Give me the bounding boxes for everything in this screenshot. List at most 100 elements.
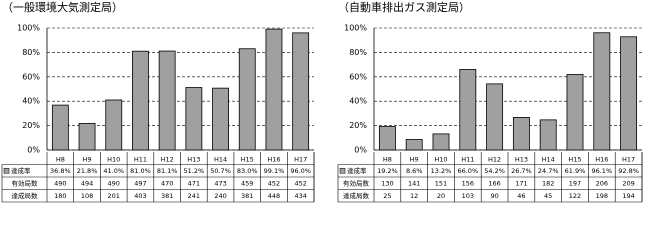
bar — [459, 69, 477, 151]
bar — [432, 133, 450, 151]
value-label: 51.2% — [184, 167, 205, 175]
x-tick-label: H8 — [383, 155, 392, 163]
chart-title: （一般環境大気測定局） — [2, 0, 123, 14]
value-label: 96.0% — [290, 167, 311, 175]
table-cell: 470 — [161, 179, 173, 187]
y-tick-label: 40% — [349, 97, 367, 106]
value-label: 96.1% — [591, 167, 612, 175]
value-label: 99.1% — [264, 167, 285, 175]
x-tick-label: H14 — [214, 155, 227, 163]
table-cell: 122 — [569, 192, 581, 200]
row-label: 有効局数 — [12, 178, 39, 187]
x-tick-label: H15 — [568, 155, 581, 163]
table-cell: 201 — [108, 192, 120, 200]
bar — [486, 83, 504, 151]
value-label: 26.7% — [511, 167, 532, 175]
table-cell: 194 — [622, 192, 634, 200]
table-cell: 459 — [241, 179, 253, 187]
table-cell: 20 — [437, 192, 445, 200]
table-cell: 182 — [542, 179, 554, 187]
table-cell: 171 — [515, 179, 527, 187]
bar — [51, 104, 69, 151]
table-cell: 381 — [161, 192, 173, 200]
bar — [292, 32, 310, 151]
x-tick-label: H12 — [161, 155, 174, 163]
legend-swatch — [3, 168, 10, 174]
y-tick-label: 100% — [344, 24, 367, 33]
bar — [405, 139, 423, 151]
table-cell: 12 — [410, 192, 418, 200]
x-tick-label: H12 — [488, 155, 501, 163]
y-tick-label: 100% — [17, 24, 40, 33]
bar — [212, 87, 229, 151]
table-cell: 471 — [188, 179, 200, 187]
value-label: 81.0% — [130, 167, 151, 175]
bar — [158, 50, 176, 151]
bar — [78, 123, 96, 151]
bar — [620, 36, 638, 151]
y-tick-label: 20% — [349, 121, 367, 130]
bar — [132, 50, 149, 151]
bar — [539, 119, 557, 151]
table-cell: 381 — [241, 192, 253, 200]
table-cell: 45 — [544, 192, 552, 200]
value-label: 19.2% — [377, 167, 398, 175]
table-cell: 497 — [134, 179, 146, 187]
bar — [238, 48, 256, 151]
table-cell: 25 — [383, 192, 391, 200]
value-label: 8.6% — [406, 167, 423, 175]
row-label: 有効局数 — [343, 178, 370, 187]
bar — [378, 126, 396, 151]
table-cell: 494 — [81, 179, 93, 187]
table-cell: 240 — [214, 192, 226, 200]
value-label: 61.9% — [565, 167, 586, 175]
x-tick-label: H11 — [461, 155, 474, 163]
bar — [593, 32, 611, 151]
y-tick-label: 40% — [22, 97, 40, 106]
bar — [512, 117, 530, 151]
legend-swatch — [339, 168, 346, 174]
x-tick-label: H16 — [267, 155, 280, 163]
value-label: 54.2% — [484, 167, 505, 175]
bar — [185, 87, 203, 151]
x-tick-label: H13 — [187, 155, 200, 163]
bar — [105, 99, 123, 151]
table-cell: 130 — [381, 179, 393, 187]
table-cell: 434 — [294, 192, 306, 200]
bar — [265, 28, 283, 151]
row-label: 達成局数 — [343, 191, 370, 200]
page: （一般環境大気測定局） 0% 20% 40% 60% 80% 100% 達成率有効局数達成局数… — [1, 0, 643, 203]
x-tick-label: H9 — [410, 155, 419, 163]
x-tick-label: H10 — [434, 155, 447, 163]
y-tick-label: 20% — [22, 121, 40, 130]
table-cell: 452 — [294, 179, 306, 187]
table-cell: 103 — [462, 192, 474, 200]
table-cell: 156 — [462, 179, 474, 187]
table-cell: 241 — [188, 192, 200, 200]
y-tick-label: 60% — [349, 72, 367, 81]
table-cell: 490 — [108, 179, 120, 187]
value-label: 41.0% — [103, 167, 124, 175]
y-tick-label: 0% — [27, 146, 40, 155]
value-label: 24.7% — [538, 167, 559, 175]
table-cell: 166 — [488, 179, 500, 187]
table-cell: 448 — [268, 192, 280, 200]
legend-label: 達成率 — [347, 166, 367, 175]
x-tick-label: H11 — [134, 155, 147, 163]
x-tick-label: H17 — [622, 155, 635, 163]
table-cell: 180 — [54, 192, 66, 200]
value-label: 21.8% — [77, 167, 98, 175]
x-tick-label: H13 — [515, 155, 528, 163]
table-cell: 197 — [569, 179, 581, 187]
chart-title: （自動車排出ガス測定局） — [338, 0, 470, 14]
value-label: 81.1% — [157, 167, 178, 175]
table-cell: 108 — [81, 192, 93, 200]
y-tick-label: 80% — [349, 48, 367, 57]
y-tick-label: 0% — [354, 146, 367, 155]
x-tick-label: H10 — [107, 155, 120, 163]
value-label: 92.8% — [618, 167, 639, 175]
bar — [566, 74, 584, 151]
value-label: 83.0% — [237, 167, 258, 175]
x-tick-label: H8 — [56, 155, 65, 163]
table-cell: 46 — [517, 192, 525, 200]
